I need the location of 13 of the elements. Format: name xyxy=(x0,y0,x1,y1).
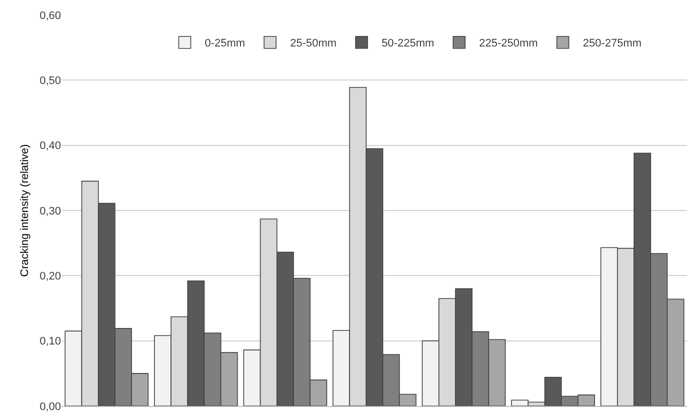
y-tick-label: 0,00 xyxy=(40,400,61,413)
y-tick-label: 0,30 xyxy=(40,205,61,218)
y-tick-label: 0,60 xyxy=(40,10,61,22)
legend-label: 250-275mm xyxy=(582,38,642,50)
legend-label: 225-250mm xyxy=(479,38,538,50)
y-tick-label: 0,20 xyxy=(40,270,61,283)
y-tick-label: 0,50 xyxy=(40,75,61,88)
y-tick-label: 0,10 xyxy=(40,336,61,348)
legend-label: 0-25mm xyxy=(204,38,246,50)
y-tick-label: 0,40 xyxy=(40,140,61,152)
legend-label: 25-50mm xyxy=(290,38,337,50)
legend-label: 50-225mm xyxy=(382,38,434,50)
y-axis-title: Cracking intensity (relative) xyxy=(19,144,32,277)
